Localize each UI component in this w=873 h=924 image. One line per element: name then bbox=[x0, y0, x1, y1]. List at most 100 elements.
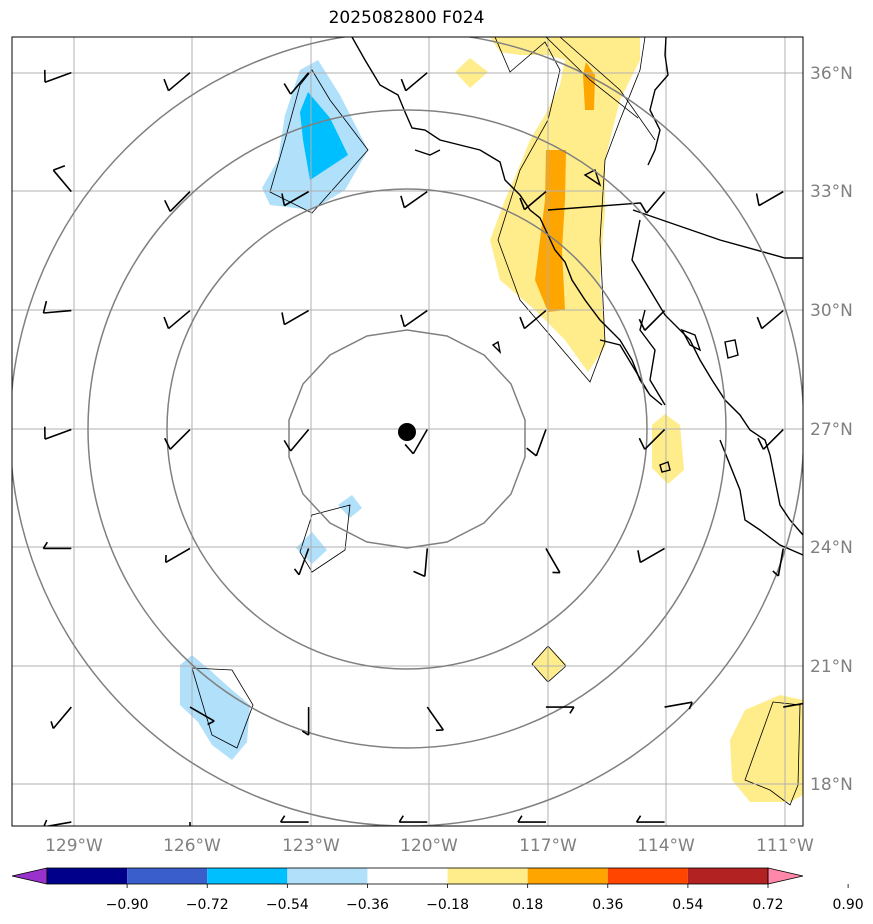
wind-barb bbox=[756, 309, 784, 330]
colorbar-segment bbox=[127, 868, 208, 884]
wind-barb bbox=[163, 72, 191, 92]
wind-barb bbox=[404, 429, 428, 455]
y-tick-label: 18°N bbox=[810, 775, 853, 795]
colorbar-tick-label: −0.90 bbox=[106, 897, 149, 913]
wind-barb bbox=[400, 72, 428, 92]
wind-barb bbox=[164, 547, 191, 564]
colorbar-tick-label: 0.90 bbox=[833, 897, 864, 913]
colorbar-tick-label: −0.36 bbox=[346, 897, 389, 913]
wind-barb bbox=[755, 190, 784, 207]
colorbar-segment bbox=[367, 868, 448, 884]
colorbar-segment bbox=[527, 868, 608, 884]
wind-barb bbox=[400, 190, 428, 209]
wind-barb bbox=[526, 429, 547, 457]
colorbar-tick-label: −0.18 bbox=[426, 897, 469, 913]
colorbar-segment bbox=[447, 868, 528, 884]
range-ring bbox=[166, 188, 648, 670]
x-tick-label: 114°W bbox=[637, 836, 695, 856]
wind-barb bbox=[757, 428, 784, 450]
colorbar-segment bbox=[607, 868, 688, 884]
wind-barb bbox=[52, 164, 72, 193]
wind-barb bbox=[293, 548, 310, 576]
filled-contours bbox=[180, 37, 803, 802]
x-tick-label: 123°W bbox=[282, 836, 340, 856]
wind-barb bbox=[189, 706, 215, 726]
wind-barbs bbox=[42, 69, 803, 826]
range-rings bbox=[12, 37, 803, 826]
gridlines bbox=[12, 37, 803, 826]
map-area bbox=[12, 37, 803, 826]
wind-barb bbox=[519, 309, 547, 330]
wind-barb bbox=[398, 815, 428, 823]
colorbar bbox=[11, 867, 804, 885]
wind-barb bbox=[545, 548, 561, 574]
wind-barb bbox=[772, 548, 785, 577]
state-border bbox=[545, 37, 656, 141]
y-tick-label: 27°N bbox=[810, 420, 853, 440]
colorbar-extend-high bbox=[767, 867, 804, 885]
wind-barb bbox=[164, 428, 191, 450]
wind-barb bbox=[639, 191, 666, 214]
x-tick-label: 117°W bbox=[519, 836, 577, 856]
center-marker bbox=[398, 423, 416, 441]
y-tick-label: 30°N bbox=[810, 301, 853, 321]
wind-barb bbox=[638, 310, 666, 331]
wind-barb bbox=[42, 300, 72, 314]
wind-barb bbox=[281, 190, 310, 207]
colorbar-tick-label: −0.72 bbox=[186, 897, 229, 913]
wind-barb bbox=[519, 191, 547, 211]
negative-anomaly-region-strong bbox=[300, 92, 348, 180]
wind-barb bbox=[283, 429, 310, 452]
wind-barb bbox=[42, 541, 72, 550]
wind-barb bbox=[281, 309, 310, 326]
positive-anomaly-region bbox=[490, 37, 640, 372]
x-tick-label: 111°W bbox=[756, 836, 814, 856]
x-tick-label: 126°W bbox=[163, 836, 221, 856]
colorbar-labels: −0.90 −0.72 −0.54 −0.36 −0.18 0.18 0.36 0.54 0.7… bbox=[106, 884, 864, 913]
x-tick-label: 129°W bbox=[45, 836, 103, 856]
wind-barb bbox=[400, 309, 428, 328]
colorbar-segment bbox=[687, 868, 768, 884]
y-tick-label: 36°N bbox=[810, 64, 853, 84]
wind-barb bbox=[545, 706, 575, 714]
colorbar-tick-label: 0.18 bbox=[512, 897, 543, 913]
wind-barb bbox=[283, 72, 310, 95]
negative-anomaly-region bbox=[180, 655, 250, 760]
y-tick-label: 24°N bbox=[810, 538, 853, 558]
wind-barb bbox=[635, 815, 665, 823]
range-ring bbox=[288, 329, 526, 549]
wind-barb bbox=[163, 309, 191, 330]
colorbar-tick-label: 0.54 bbox=[672, 897, 703, 913]
colorbar-tick-label: −0.54 bbox=[266, 897, 309, 913]
positive-anomaly-region bbox=[652, 414, 684, 484]
y-tick-labels: 36°N 33°N 30°N 27°N 24°N 21°N 18°N bbox=[810, 64, 853, 795]
wind-barb bbox=[301, 707, 310, 736]
colorbar-tick-label: 0.36 bbox=[592, 897, 623, 913]
wind-barb bbox=[50, 706, 72, 730]
x-tick-label: 120°W bbox=[400, 836, 458, 856]
wind-barb bbox=[413, 548, 429, 578]
positive-anomaly-region bbox=[730, 695, 803, 802]
y-tick-label: 33°N bbox=[810, 182, 853, 202]
colorbar-extend-low bbox=[11, 867, 48, 885]
wind-barb bbox=[517, 815, 546, 823]
colorbar-tick-label: 0.72 bbox=[752, 897, 783, 913]
y-tick-label: 21°N bbox=[810, 657, 853, 677]
range-ring bbox=[87, 109, 727, 749]
chart-title: 2025082800 F024 bbox=[328, 8, 485, 28]
wind-barb bbox=[164, 191, 191, 212]
wind-barb bbox=[43, 69, 72, 84]
wind-barb bbox=[43, 426, 72, 440]
map-frame bbox=[11, 36, 804, 827]
colorbar-outline bbox=[46, 867, 769, 885]
wind-barb bbox=[637, 547, 665, 564]
wind-barb bbox=[426, 706, 444, 732]
wind-barb bbox=[664, 701, 693, 710]
positive-anomaly-region bbox=[532, 646, 566, 682]
wind-barb bbox=[279, 815, 309, 823]
wind-barb bbox=[783, 702, 803, 708]
x-tick-labels: 129°W 126°W 123°W 120°W 117°W 114°W 111°… bbox=[45, 836, 814, 856]
colorbar-segment bbox=[287, 868, 368, 884]
colorbar-segment bbox=[47, 868, 128, 884]
